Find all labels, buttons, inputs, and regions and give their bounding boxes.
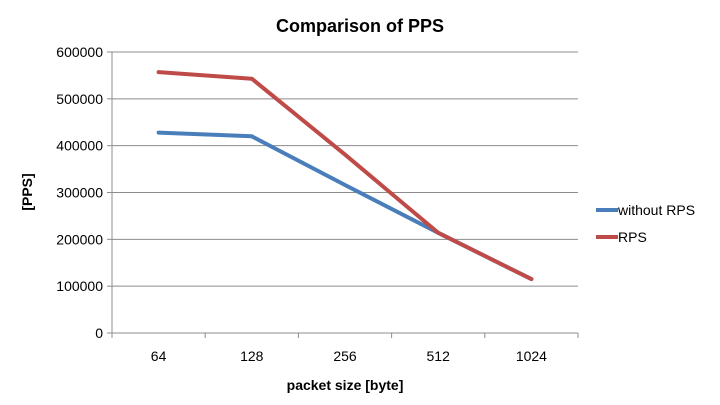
axes <box>107 51 579 338</box>
series-lines <box>156 70 534 282</box>
series-line-rps <box>156 70 534 282</box>
x-tick-label: 512 <box>427 348 451 364</box>
y-tick-label: 0 <box>95 325 103 341</box>
y-tick-label: 600000 <box>56 44 103 60</box>
gridlines <box>112 51 578 287</box>
y-tick-label: 500000 <box>56 91 103 107</box>
y-axis-title: [PPS] <box>19 173 35 210</box>
x-tick-label: 256 <box>333 348 357 364</box>
y-tick-labels: 0 100000 200000 300000 400000 500000 600000 <box>56 44 103 341</box>
x-tick-label: 128 <box>240 348 264 364</box>
y-tick-label: 300000 <box>56 185 103 201</box>
y-tick-label: 100000 <box>56 278 103 294</box>
x-tick-label: 64 <box>151 348 167 364</box>
y-tick-label: 200000 <box>56 231 103 247</box>
legend-label: without RPS <box>617 202 695 218</box>
legend: without RPS RPS <box>596 202 695 245</box>
x-tick-label: 1024 <box>516 348 547 364</box>
x-tick-labels: 64 128 256 512 1024 <box>151 348 547 364</box>
x-axis-title: packet size [byte] <box>287 377 404 393</box>
legend-label: RPS <box>618 229 647 245</box>
y-tick-label: 400000 <box>56 138 103 154</box>
chart-title: Comparison of PPS <box>276 16 444 36</box>
